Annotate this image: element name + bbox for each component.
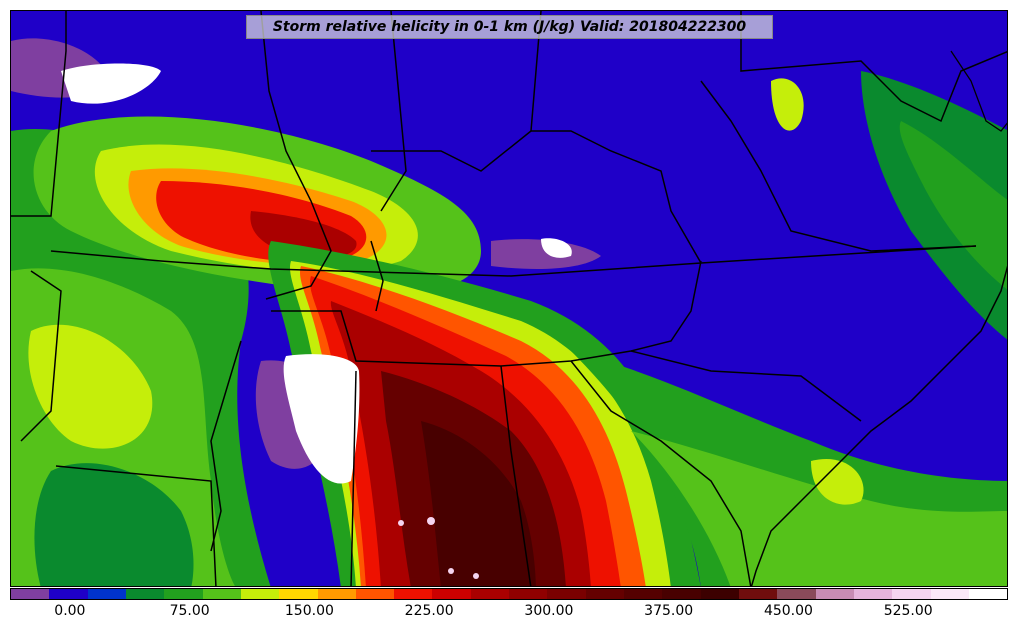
field-se-yellow — [811, 459, 864, 505]
field-central-deep — [421, 421, 536, 586]
colorbar-cell — [700, 589, 739, 599]
field-west-yellow — [28, 324, 153, 449]
colorbar-cell — [87, 589, 126, 599]
field-purple-ky — [491, 239, 601, 269]
colorbar-cell — [11, 589, 50, 599]
map-title: Storm relative helicity in 0-1 km (J/kg)… — [272, 19, 747, 35]
field-white-ar — [283, 354, 360, 484]
boundary-line — [350, 370, 357, 586]
boundary-line — [700, 80, 977, 252]
boundary-line — [260, 11, 332, 300]
colorbar-cell — [892, 589, 931, 599]
field-east-lightgreen — [631, 431, 1007, 586]
boundary-line — [55, 465, 217, 586]
colorbar-cell — [394, 589, 433, 599]
field-sw-darkgreen — [34, 463, 194, 586]
field-white-tn — [541, 238, 572, 258]
colorbar — [10, 588, 1008, 600]
boundary-line — [371, 130, 532, 172]
colorbar-cell — [547, 589, 586, 599]
field-va-yellow — [771, 78, 804, 131]
field-ne-green — [861, 71, 1007, 340]
colorbar-cell — [738, 589, 778, 599]
colorbar-tick-label: 0.00 — [54, 603, 86, 619]
colorbar-labels: 0.00 75.00 150.00 225.00 300.00 375.00 450.00 5… — [0, 603, 1018, 623]
colorbar-tick-label: 225.00 — [404, 603, 454, 619]
boundary-line — [380, 11, 407, 212]
coastline-bay — [950, 50, 1007, 132]
boundary-line — [630, 350, 862, 422]
colorbar-cell — [585, 589, 624, 599]
field-max-dot — [448, 568, 454, 574]
colorbar-tick-label: 450.00 — [763, 603, 813, 619]
colorbar-cell — [509, 589, 548, 599]
boundary-line — [740, 11, 1007, 123]
field-max-dot — [427, 517, 435, 525]
colorbar-cell — [777, 589, 816, 599]
colorbar-cell — [49, 589, 88, 599]
boundary-line — [500, 365, 532, 586]
boundary-line — [50, 245, 977, 277]
field-max-dot — [473, 573, 479, 579]
coastline — [750, 265, 1007, 586]
colorbar-tick-label: 75.00 — [169, 603, 210, 619]
boundary-line — [570, 360, 752, 586]
colorbar-cell — [240, 589, 280, 599]
colorbar-tick-label: 525.00 — [883, 603, 933, 619]
colorbar-cell — [968, 589, 1008, 599]
colorbar-cell — [662, 589, 701, 599]
helicity-map — [11, 11, 1007, 586]
colorbar-tick-label: 150.00 — [284, 603, 334, 619]
boundary-line — [11, 11, 67, 217]
colorbar-tick-label: 375.00 — [644, 603, 694, 619]
colorbar-cell — [624, 589, 663, 599]
colorbar-cell — [470, 589, 510, 599]
boundary-line — [210, 340, 242, 552]
colorbar-tick-label: 300.00 — [524, 603, 574, 619]
map-title-box: Storm relative helicity in 0-1 km (J/kg)… — [246, 15, 773, 39]
field-white-ne — [61, 63, 161, 104]
colorbar-cell — [815, 589, 854, 599]
map-panel — [10, 10, 1008, 587]
boundary-line — [370, 240, 384, 312]
colorbar-cell — [930, 589, 969, 599]
colorbar-cell — [355, 589, 395, 599]
colorbar-cell — [432, 589, 471, 599]
field-max-dot — [398, 520, 404, 526]
colorbar-cell — [164, 589, 203, 599]
colorbar-cell — [279, 589, 318, 599]
colorbar-cell — [125, 589, 165, 599]
boundary-line — [20, 270, 62, 442]
state-boundaries — [11, 11, 1007, 586]
colorbar-cell — [853, 589, 893, 599]
field-ne-lightgreen — [899, 121, 1007, 290]
colorbar-cell — [317, 589, 356, 599]
colorbar-cell — [202, 589, 241, 599]
